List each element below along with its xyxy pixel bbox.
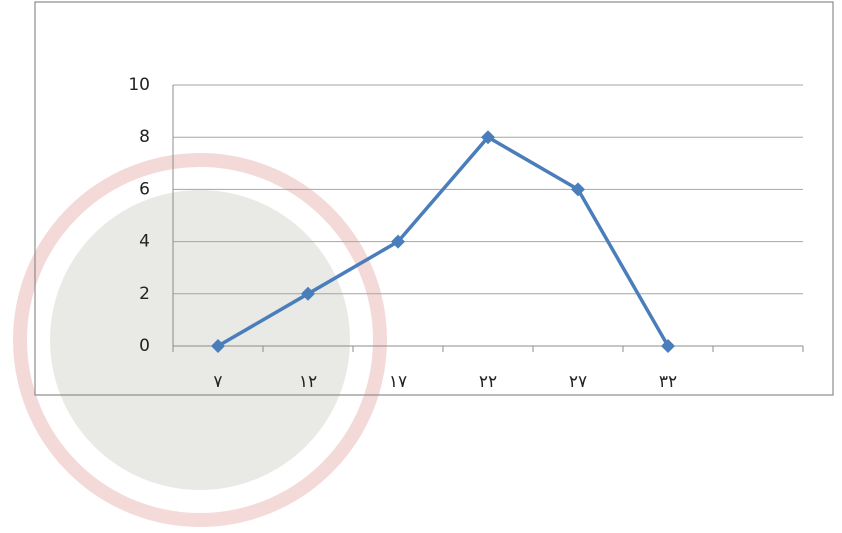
line — [217, 135, 670, 348]
chart-frame — [34, 1, 834, 396]
x-tick-label: ٣٢ — [659, 372, 677, 392]
marker — [571, 182, 585, 197]
y-tick-label: 6 — [139, 179, 150, 199]
x-tick-label: ٧ — [213, 372, 222, 392]
y-tick-label: 8 — [139, 127, 150, 147]
marker — [211, 339, 225, 353]
x-tick-label: ٢٢ — [479, 372, 497, 392]
x-tick-label: ١٢ — [299, 372, 317, 392]
marker — [481, 130, 495, 145]
marker — [661, 339, 675, 353]
watermark — [13, 153, 387, 527]
marker — [391, 234, 405, 249]
y-tick-label: 0 — [139, 336, 150, 356]
marker — [301, 286, 315, 301]
x-tick-label: ٢٧ — [569, 372, 587, 392]
y-tick-label: 10 — [128, 75, 150, 95]
y-tick-label: 2 — [139, 284, 150, 304]
y-tick-label: 4 — [139, 232, 150, 252]
x-tick-label: ١٧ — [389, 372, 407, 392]
